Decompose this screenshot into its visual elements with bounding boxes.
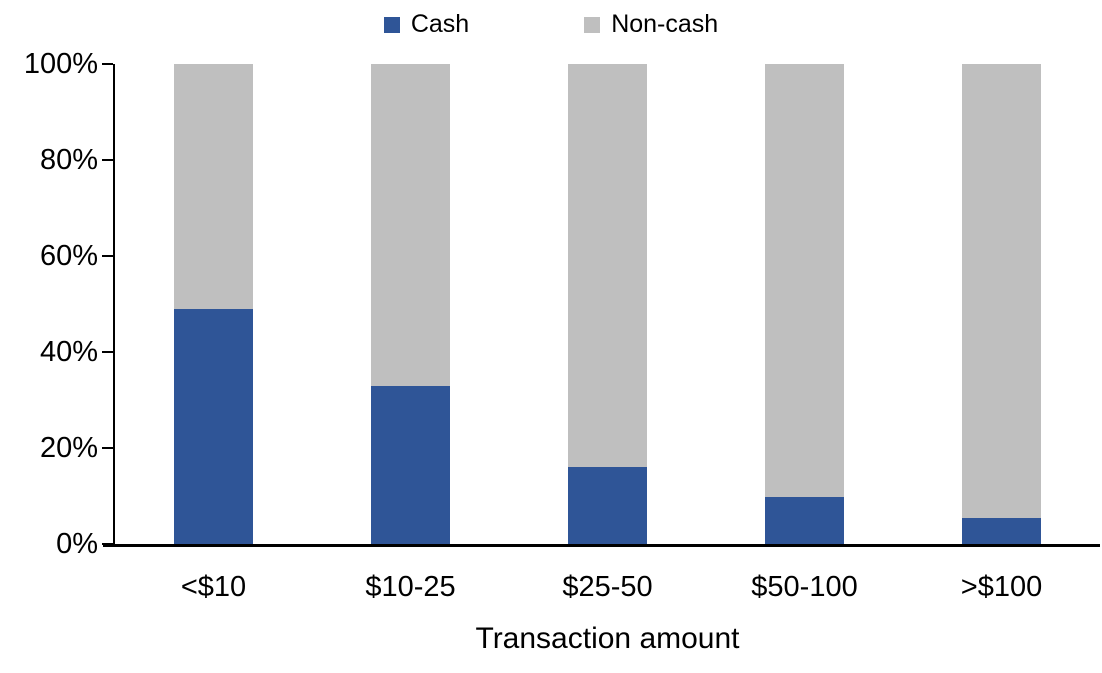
bar-segment-cash [568,467,647,544]
y-axis-tick [102,63,113,65]
bar-segment-cash [371,386,450,544]
y-axis-tick [102,255,113,257]
legend-swatch-icon [584,16,601,33]
y-axis-tick [102,543,113,545]
bar-segment-cash [962,518,1041,544]
x-axis-line [103,544,1100,547]
legend-label: Cash [410,10,470,38]
y-axis-line [113,64,115,547]
y-axis-tick [102,351,113,353]
legend-item-cash: Cash [383,10,470,38]
bar-segment-noncash [371,64,450,386]
bar-segment-cash [765,497,844,544]
x-tick-label: $50-100 [751,571,858,603]
bar-segment-noncash [568,64,647,467]
y-tick-label: 20% [39,432,98,464]
y-tick-label: 0% [56,528,98,560]
bar-segment-noncash [765,64,844,497]
y-tick-label: 40% [39,336,98,368]
x-tick-label: <$10 [180,571,247,603]
y-tick-label: 80% [39,144,98,176]
legend-swatch-icon [383,16,400,33]
chart-legend: Cash Non-cash [0,12,1102,37]
y-tick-label: 100% [23,48,98,80]
y-axis-tick [102,447,113,449]
x-axis-title: Transaction amount [475,622,740,655]
x-tick-label: $10-25 [365,571,456,603]
bar-segment-cash [174,309,253,544]
x-tick-label: $25-50 [562,571,653,603]
bar-segment-noncash [174,64,253,309]
legend-item-non-cash: Non-cash [584,12,718,37]
y-axis-tick [102,159,113,161]
legend-label: Non-cash [611,10,719,38]
bar-segment-noncash [962,64,1041,518]
y-tick-label: 60% [39,240,98,272]
x-tick-label: >$100 [960,571,1043,603]
